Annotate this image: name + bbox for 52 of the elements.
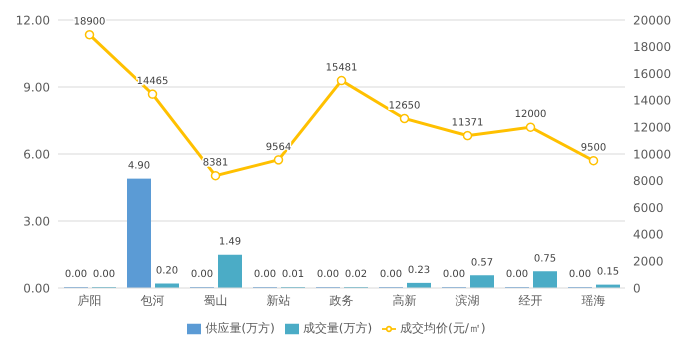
data-label: 0.23 [408,264,430,276]
y-tick-label: 6.00 [23,147,50,162]
y2-tick-label: 8000 [633,174,664,188]
y2-tick-label: 0 [633,281,641,296]
data-label: 0.00 [316,269,340,280]
data-label: 0.00 [380,269,402,280]
x-tick-label: 政务 [330,294,354,308]
data-label: 12000 [514,109,546,120]
y2-tick-label: 2000 [633,254,664,268]
data-label: 1.49 [218,236,242,248]
data-label: 0.75 [534,253,556,264]
x-tick-label: 庐阳 [78,294,102,308]
x-tick-label: 瑶海 [582,294,606,308]
y-tick-label: 3.00 [23,214,50,228]
y2-tick-label: 10000 [633,147,672,162]
data-label: 0.02 [344,269,368,280]
data-label: 0.57 [470,257,494,268]
data-label: 0.00 [190,269,214,280]
legend-label: 成交均价(元/㎡) [400,321,486,335]
y-tick-label: 12.00 [16,13,50,28]
y2-tick-label: 6000 [633,200,664,215]
y2-tick-label: 12000 [633,120,672,134]
y2-tick-label: 4000 [633,228,664,242]
y2-tick-label: 20000 [633,13,672,28]
data-label: 0.00 [506,269,528,280]
data-label: 15481 [326,62,358,74]
x-tick-label: 经开 [518,294,542,308]
data-label: 0.20 [156,266,178,277]
y2-tick-label: 18000 [633,40,672,54]
data-label: 12650 [388,100,420,112]
data-label: 0.00 [254,269,276,280]
data-label: 0.00 [568,269,592,280]
data-label: 4.90 [128,160,150,172]
legend-label: 成交量(万方) [302,321,372,335]
data-label: 9500 [580,142,606,154]
data-label: 18900 [74,16,106,28]
data-label: 0.15 [596,266,620,278]
data-label: 0.01 [282,269,304,280]
x-tick-label: 新站 [266,294,290,308]
legend-label: 供应量(万方) [205,321,275,335]
y2-tick-label: 14000 [633,94,672,108]
data-label: 11371 [452,118,484,129]
x-tick-label: 滨湖 [456,294,480,308]
y2-tick-label: 16000 [633,66,672,81]
x-tick-label: 蜀山 [204,294,228,308]
y-tick-label: 9.00 [23,80,50,94]
data-label: 0.00 [92,269,116,280]
data-label: 0.00 [64,269,88,280]
x-tick-label: 高新 [392,294,416,308]
data-label: 0.00 [442,269,466,280]
y-tick-label: 0.00 [23,281,50,296]
x-tick-label: 包河 [140,294,164,308]
